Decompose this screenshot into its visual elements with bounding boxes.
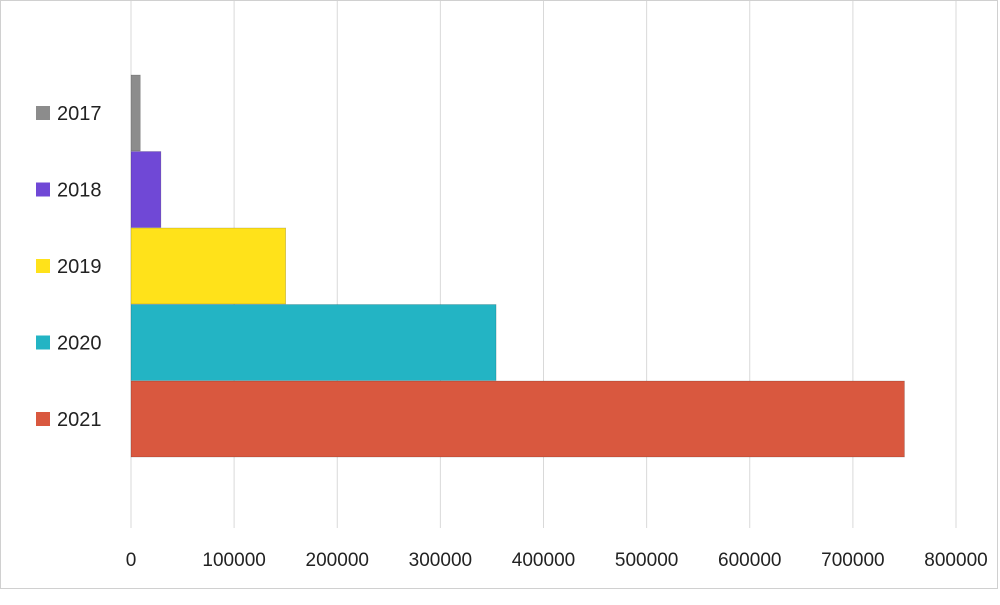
chart-frame: 2017 2018 2019 2020 2021 0 100000 200000 300000… bbox=[0, 0, 998, 589]
category-label-2020: 2020 bbox=[57, 333, 102, 355]
category-label-2018: 2018 bbox=[57, 180, 102, 202]
bar-2020 bbox=[130, 304, 497, 381]
category-marker-2021 bbox=[36, 412, 50, 426]
x-tick-label-500000: 500000 bbox=[615, 550, 678, 571]
x-tick-label-800000: 800000 bbox=[924, 550, 987, 571]
x-tick-label-100000: 100000 bbox=[202, 550, 265, 571]
category-marker-2019 bbox=[36, 259, 50, 273]
category-label-2019: 2019 bbox=[57, 256, 102, 278]
bar-chart: 2017 2018 2019 2020 2021 0 100000 200000 300000… bbox=[36, 1, 988, 571]
x-tick-label-200000: 200000 bbox=[306, 550, 369, 571]
category-marker-2020 bbox=[36, 335, 50, 350]
x-tick-label-600000: 600000 bbox=[718, 550, 781, 571]
category-marker-2017 bbox=[36, 106, 50, 120]
bar-2017 bbox=[130, 74, 141, 152]
x-tick-label-400000: 400000 bbox=[512, 550, 575, 571]
category-label-2021: 2021 bbox=[57, 409, 102, 431]
bar-2018 bbox=[130, 151, 162, 228]
category-markers bbox=[36, 106, 50, 426]
x-tick-label-0: 0 bbox=[126, 550, 137, 571]
bars bbox=[130, 74, 905, 458]
category-marker-2018 bbox=[36, 182, 50, 197]
bar-2021 bbox=[130, 380, 905, 458]
x-tick-label-300000: 300000 bbox=[409, 550, 472, 571]
x-tick-label-700000: 700000 bbox=[821, 550, 884, 571]
category-label-2017: 2017 bbox=[57, 103, 102, 125]
grid-lines bbox=[130, 1, 957, 528]
bar-2019 bbox=[130, 227, 286, 305]
category-labels: 2017 2018 2019 2020 2021 bbox=[57, 103, 102, 431]
x-axis-tick-labels: 0 100000 200000 300000 400000 500000 600000 700… bbox=[126, 550, 988, 571]
